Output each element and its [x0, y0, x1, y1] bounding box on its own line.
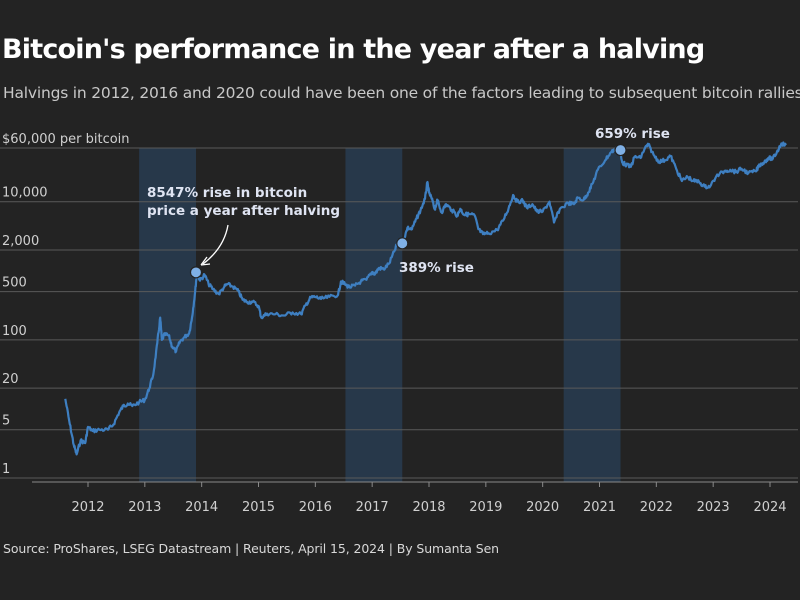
annotation-label-2: 659% rise: [595, 126, 670, 142]
y-tick-label: 20: [2, 372, 19, 387]
y-tick-label: 5: [2, 414, 10, 429]
y-axis-labels: 1 5 20 100 500 2,000 10,000 $60,000 per bitcoin: [2, 132, 130, 477]
chart-title: Bitcoin's performance in the year after …: [2, 34, 705, 65]
halving-band-0: [139, 148, 196, 482]
annotation-arrowhead: [200, 256, 211, 266]
halving-band-1: [345, 148, 403, 482]
annotation-marker-2: [614, 143, 627, 157]
annotation-label-0: 8547% rise in bitcoin: [147, 185, 307, 201]
annotation-arrow: [202, 224, 229, 265]
series-lines: [64, 141, 787, 456]
x-tick-label-2014: 2014: [185, 500, 218, 515]
x-tick-label-2019: 2019: [469, 500, 502, 515]
x-tick-label-2016: 2016: [299, 500, 332, 515]
x-tick-label-2021: 2021: [583, 500, 616, 515]
x-tick-label-2013: 2013: [128, 500, 161, 515]
x-tick-label-2012: 2012: [71, 500, 104, 515]
halving-bands: [139, 148, 621, 482]
source-note: Source: ProShares, LSEG Datastream | Reu…: [3, 541, 499, 556]
x-tick-label-2020: 2020: [526, 500, 559, 515]
annotation-marker-1: [396, 237, 409, 250]
annotation-label-0: price a year after halving: [147, 203, 340, 219]
y-tick-label: 500: [2, 276, 27, 291]
annotation-marker-0: [189, 266, 203, 279]
x-tick-label-2022: 2022: [640, 500, 673, 515]
x-tick-label-2015: 2015: [242, 500, 275, 515]
halving-band-2: [563, 148, 621, 482]
x-axis: 2012 2013 2014 2015 2016 2017 2018 2019 2020 2021…: [32, 481, 798, 515]
gridlines: [0, 147, 798, 479]
x-tick-label-2017: 2017: [356, 500, 389, 515]
y-tick-label: 2,000: [2, 234, 39, 249]
x-tick-label-2023: 2023: [697, 500, 730, 515]
y-tick-label: $60,000 per bitcoin: [2, 132, 130, 147]
annotations: 8547% rise in bitcoin price a year after …: [147, 126, 670, 279]
y-tick-label: 100: [2, 324, 27, 339]
y-tick-label: 10,000: [2, 186, 48, 201]
x-tick-label-2024: 2024: [753, 500, 786, 515]
series-line-0: [64, 141, 787, 456]
chart-subtitle: Halvings in 2012, 2016 and 2020 could ha…: [3, 84, 800, 102]
y-tick-label: 1: [2, 462, 10, 477]
x-tick-label-2018: 2018: [412, 500, 445, 515]
annotation-label-1: 389% rise: [399, 260, 474, 276]
